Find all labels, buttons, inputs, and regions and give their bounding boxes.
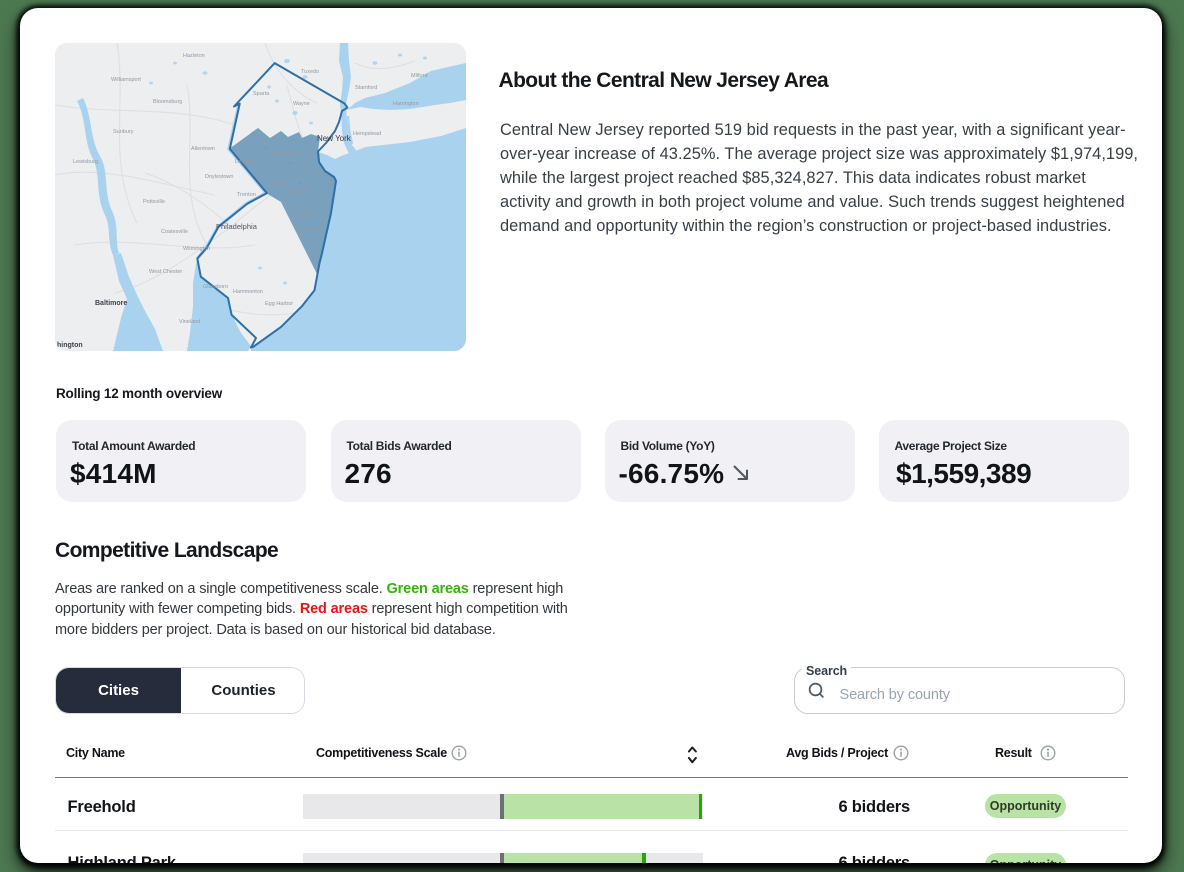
svg-text:Lewisburg: Lewisburg [73, 159, 98, 165]
svg-text:Hammonton: Hammonton [233, 289, 263, 295]
svg-text:Princeton: Princeton [267, 181, 290, 187]
svg-text:Levittown: Levittown [235, 159, 258, 165]
svg-text:Bridgewater: Bridgewater [271, 151, 301, 157]
svg-text:Allentown: Allentown [191, 146, 215, 152]
svg-text:Milford: Milford [411, 73, 428, 79]
svg-text:Vineland: Vineland [179, 319, 200, 325]
svg-text:Doylestown: Doylestown [205, 174, 233, 180]
svg-text:Philadelphia: Philadelphia [216, 222, 258, 231]
svg-text:Wilmington: Wilmington [183, 246, 210, 252]
svg-text:Lakewood: Lakewood [299, 227, 324, 233]
svg-text:Stamford: Stamford [355, 85, 377, 91]
svg-text:Sunbury: Sunbury [113, 129, 134, 135]
svg-text:Pottsville: Pottsville [143, 199, 165, 205]
svg-text:Trenton: Trenton [237, 192, 256, 198]
svg-text:Jackson: Jackson [293, 211, 313, 217]
svg-text:Wayne: Wayne [293, 101, 310, 107]
svg-text:Tuxedo: Tuxedo [301, 69, 319, 75]
svg-text:Glassboro: Glassboro [203, 284, 228, 290]
svg-text:New York: New York [317, 134, 352, 143]
svg-text:Coatesville: Coatesville [161, 229, 188, 235]
svg-text:Sparta: Sparta [253, 91, 270, 97]
svg-text:hington: hington [57, 342, 83, 349]
svg-text:Baltimore: Baltimore [95, 300, 127, 307]
svg-text:Hazleton: Hazleton [183, 53, 205, 59]
svg-text:West Chester: West Chester [149, 269, 182, 275]
svg-text:Bloomsburg: Bloomsburg [153, 99, 182, 105]
svg-text:Williamsport: Williamsport [111, 77, 141, 83]
svg-text:Harrington: Harrington [393, 101, 419, 107]
svg-text:Egg Harbor: Egg Harbor [265, 301, 293, 307]
svg-text:Marlboro: Marlboro [287, 189, 309, 195]
svg-text:Hempstead: Hempstead [353, 131, 381, 137]
